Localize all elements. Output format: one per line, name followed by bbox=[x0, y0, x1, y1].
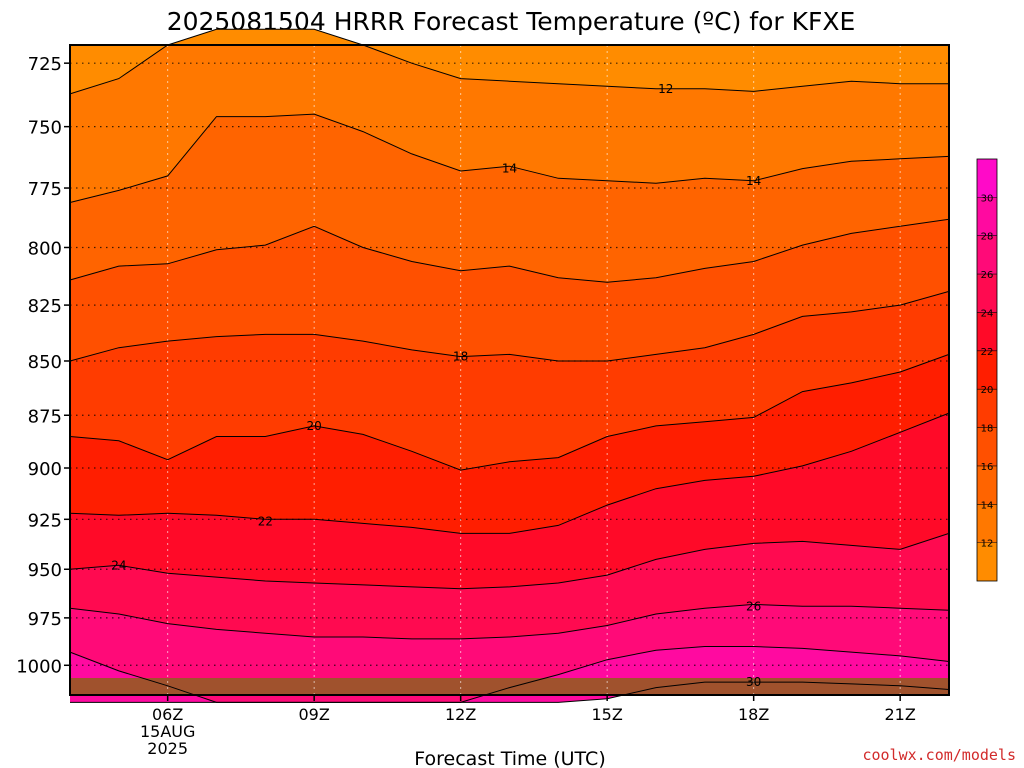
colorbar-swatch-5 bbox=[977, 350, 997, 390]
colorbar-swatch-1 bbox=[977, 504, 997, 543]
ground-strip bbox=[70, 678, 949, 695]
y-tick-label-850: 850 bbox=[28, 352, 62, 373]
colorbar-label-26: 26 bbox=[981, 270, 994, 281]
colorbar-label-12: 12 bbox=[981, 539, 994, 550]
x-tick-label-18: 18Z bbox=[738, 705, 769, 724]
contour-line-17 bbox=[69, 412, 950, 534]
y-tick-label-900: 900 bbox=[28, 459, 62, 480]
colorbar-label-22: 22 bbox=[981, 347, 994, 358]
y-tick-label-775: 775 bbox=[28, 179, 62, 200]
y-tick-label-750: 750 bbox=[28, 118, 62, 139]
colorbar-label-14: 14 bbox=[981, 500, 994, 511]
x-tick-label-6: 06Z bbox=[152, 705, 183, 724]
colorbar-swatch-7 bbox=[977, 274, 997, 313]
colorbar-swatch-8 bbox=[977, 235, 997, 275]
colorbar-swatch-3 bbox=[977, 427, 997, 466]
colorbar-swatch-6 bbox=[977, 312, 997, 351]
colorbar-swatch-10 bbox=[977, 159, 997, 198]
contour-label-3: 18 bbox=[453, 350, 468, 364]
x-tick-sublabel-1: 2025 bbox=[147, 739, 188, 758]
x-tick-label-21: 21Z bbox=[885, 705, 916, 724]
colorbar-label-16: 16 bbox=[981, 462, 994, 473]
colorbar-label-28: 28 bbox=[981, 232, 994, 243]
contour-line-21 bbox=[70, 681, 950, 703]
contour-line-14 bbox=[69, 218, 950, 283]
contour-line-13 bbox=[69, 113, 950, 203]
colorbar-swatch-9 bbox=[977, 197, 997, 236]
plot-frame bbox=[69, 44, 950, 696]
contour-label-2: 14 bbox=[746, 174, 761, 188]
colorbar-swatch-4 bbox=[977, 389, 997, 428]
y-tick-label-825: 825 bbox=[28, 296, 62, 317]
x-tick-label-15: 15Z bbox=[592, 705, 623, 724]
contour-label-0: 12 bbox=[658, 82, 673, 96]
colorbar-label-30: 30 bbox=[981, 193, 994, 204]
contour-line-12 bbox=[69, 28, 949, 95]
x-axis-label: Forecast Time (UTC) bbox=[414, 748, 605, 768]
contour-label-6: 24 bbox=[111, 558, 126, 572]
colorbar-swatch-0 bbox=[977, 542, 997, 581]
contour-line-19 bbox=[69, 603, 950, 640]
contour-label-7: 26 bbox=[746, 599, 761, 613]
y-tick-label-950: 950 bbox=[28, 560, 62, 581]
y-tick-label-1000: 1000 bbox=[16, 656, 62, 677]
x-tick-sublabel-0: 15AUG bbox=[140, 722, 195, 741]
colorbar: 12 14 16 18 20 22 24 26 28 30 bbox=[976, 158, 998, 582]
contour-line-15 bbox=[69, 290, 950, 362]
x-tick-label-12: 12Z bbox=[445, 705, 476, 724]
colorbar-label-18: 18 bbox=[981, 424, 994, 435]
contour-label-8: 30 bbox=[746, 675, 761, 689]
colorbar-swatch-2 bbox=[977, 465, 997, 505]
contour-label-1: 14 bbox=[502, 162, 517, 176]
y-tick-label-975: 975 bbox=[28, 609, 62, 630]
y-axis: 725 750 775 800 825 850 875 900 925 950 975 1000 bbox=[16, 54, 70, 677]
y-tick-label-875: 875 bbox=[28, 406, 62, 427]
contour-label-4: 20 bbox=[307, 419, 322, 433]
y-tick-label-725: 725 bbox=[28, 54, 62, 75]
contour-line-18 bbox=[69, 532, 950, 590]
contour-label-5: 22 bbox=[258, 514, 273, 528]
y-tick-label-800: 800 bbox=[28, 238, 62, 259]
y-tick-label-925: 925 bbox=[28, 510, 62, 531]
plot-area: 12 14 14 18 20 22 24 26 30 bbox=[69, 28, 950, 703]
colorbar-frame bbox=[976, 158, 998, 582]
x-tick-label-9: 09Z bbox=[299, 705, 330, 724]
colorbar-label-20: 20 bbox=[981, 385, 994, 396]
credit-text: coolwx.com/models bbox=[862, 746, 1016, 764]
contour-line-16 bbox=[69, 353, 950, 471]
colorbar-label-24: 24 bbox=[981, 308, 994, 319]
